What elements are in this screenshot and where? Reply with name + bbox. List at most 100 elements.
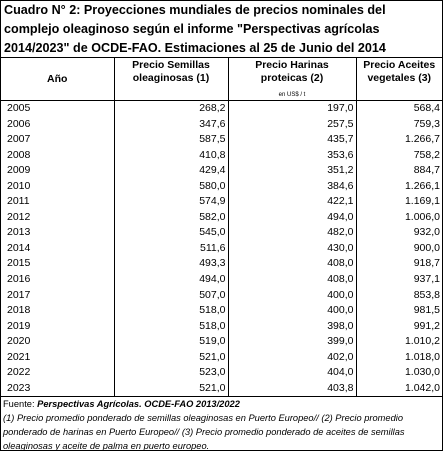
- value-cell: 507,0: [114, 287, 229, 304]
- value-cell: 580,0: [114, 178, 229, 195]
- value-cell: 1.006,0: [404, 210, 440, 223]
- year-cell: 2008: [1, 147, 115, 164]
- data-row: 2012 582,0 494,0 1.006,0: [1, 209, 442, 226]
- year-cell: 2022: [1, 365, 115, 381]
- value-cell: 1.169,1: [404, 195, 440, 208]
- source-label: Fuente:: [3, 399, 35, 410]
- data-row: 2014 511,6 430,0 900,0: [1, 240, 442, 257]
- value-cell: 400,0: [228, 303, 357, 319]
- value-cell: 353,6: [228, 147, 357, 164]
- value-cell: 853,8: [413, 288, 440, 301]
- value-cell: 545,0: [114, 225, 229, 241]
- header-row: Año Precio Semillas oleaginosas (1) Prec…: [1, 58, 442, 101]
- year-cell: 2005: [1, 100, 115, 117]
- value-cell: 399,0: [228, 334, 357, 350]
- year-cell: 2006: [1, 116, 115, 133]
- value-cell: 1.030,0: [404, 366, 440, 379]
- value-cell: 482,0: [228, 225, 357, 241]
- table: Año Precio Semillas oleaginosas (1) Prec…: [1, 58, 442, 397]
- value-cell: 494,0: [228, 209, 357, 226]
- data-row: 2018 518,0 400,0 981,5: [1, 303, 442, 319]
- value-cell: 932,0: [413, 226, 440, 239]
- notes: (1) Precio promedio ponderado de semilla…: [3, 413, 405, 451]
- year-cell: 2020: [1, 334, 115, 350]
- value-cell: 403,8: [228, 380, 357, 397]
- value-cell: 587,5: [114, 132, 229, 148]
- year-cell: 2012: [1, 209, 115, 226]
- value-cell: 574,9: [114, 194, 229, 210]
- value-cell: 1.266,1: [404, 179, 440, 192]
- value-cell: 494,0: [114, 272, 229, 288]
- value-cell: 981,5: [413, 304, 440, 317]
- value-cell: 398,0: [228, 318, 357, 335]
- year-cell: 2015: [1, 256, 115, 273]
- year-cell: 2023: [1, 380, 115, 397]
- value-cell: 884,7: [413, 164, 440, 177]
- value-cell: 268,2: [114, 100, 229, 117]
- data-row: 2022 523,0 404,0 1.030,0: [1, 365, 442, 381]
- source: Perspectivas Agrícolas. OCDE-FAO 2013/20…: [37, 399, 240, 410]
- data-row: 2006 347,6 257,5 759,3: [1, 116, 442, 133]
- year-cell: 2011: [1, 194, 115, 210]
- data-row: 2021 521,0 402,0 1.018,0: [1, 349, 442, 366]
- value-cell: 1.042,0: [404, 381, 440, 394]
- title-line: Cuadro N° 2: Proyecciones mundiales de p…: [4, 3, 386, 17]
- year-cell: 2021: [1, 349, 115, 366]
- title-line: complejo oleaginoso según el informe "Pe…: [4, 22, 380, 36]
- year-cell: 2014: [1, 240, 115, 257]
- unit-empty: [114, 89, 229, 101]
- value-cell: 521,0: [114, 349, 229, 366]
- value-cell: 523,0: [114, 365, 229, 381]
- value-cell: 422,1: [228, 194, 357, 210]
- value-cell: 402,0: [228, 349, 357, 366]
- value-cell: 937,1: [413, 273, 440, 286]
- data-row: 2013 545,0 482,0 932,0: [1, 225, 442, 241]
- data-row: 2015 493,3 408,0 918,7: [1, 256, 442, 273]
- value-cell: 900,0: [413, 241, 440, 254]
- data-row: 2020 519,0 399,0 1.010,2: [1, 334, 442, 350]
- value-cell: 518,0: [114, 318, 229, 335]
- year-cell: 2019: [1, 318, 115, 335]
- value-cell: 582,0: [114, 209, 229, 226]
- title-line: 2014/2023" de OCDE-FAO. Estimaciones al …: [4, 41, 386, 55]
- year-cell: 2017: [1, 287, 115, 304]
- value-cell: 435,7: [228, 132, 357, 148]
- value-cell: 918,7: [413, 257, 440, 270]
- value-cell: 429,4: [114, 163, 229, 179]
- data-row: 2019 518,0 398,0 991,2: [1, 318, 442, 335]
- header-cell: Precio Semillas oleaginosas (1): [114, 58, 229, 89]
- value-cell: 511,6: [114, 240, 229, 257]
- value-cell: 257,5: [228, 116, 357, 133]
- footer: Fuente: Perspectivas Agrícolas. OCDE-FAO…: [1, 396, 442, 451]
- source-line: Fuente: Perspectivas Agrícolas. OCDE-FAO…: [3, 397, 442, 411]
- unit-row: en US$ / t: [1, 89, 442, 101]
- table-body: 2005 268,2 197,0 568,4 2006 347,6 257,5 759,3 20…: [1, 100, 442, 397]
- value-cell: 1.018,0: [404, 350, 440, 363]
- value-cell: 758,2: [413, 148, 440, 161]
- header-cell: Precio Harinas proteicas (2): [228, 58, 357, 89]
- data-row: 2017 507,0 400,0 853,8: [1, 287, 442, 304]
- value-cell: 430,0: [228, 240, 357, 257]
- year-cell: 2013: [1, 225, 115, 241]
- data-row: 2009 429,4 351,2 884,7: [1, 163, 442, 179]
- value-cell: 1.266,7: [404, 133, 440, 146]
- data-row: 2023 521,0 403,8 1.042,0: [1, 380, 442, 397]
- year-cell: 2016: [1, 272, 115, 288]
- value-cell: 347,6: [114, 116, 229, 133]
- value-cell: 493,3: [114, 256, 229, 273]
- value-cell: 521,0: [114, 380, 229, 397]
- value-cell: 197,0: [228, 100, 357, 117]
- unit: en US$ / t: [228, 89, 357, 101]
- value-cell: 408,0: [228, 256, 357, 273]
- value-cell: 568,4: [413, 102, 440, 114]
- data-row: 2008 410,8 353,6 758,2: [1, 147, 442, 164]
- value-cell: 410,8: [114, 147, 229, 164]
- unit-empty: [356, 89, 442, 101]
- title: Cuadro N° 2: Proyecciones mundiales de p…: [1, 1, 442, 58]
- value-cell: 351,2: [228, 163, 357, 179]
- data-row: 2010 580,0 384,6 1.266,1: [1, 178, 442, 195]
- data-row: 2005 268,2 197,0 568,4: [1, 100, 442, 117]
- value-cell: 991,2: [413, 319, 440, 332]
- value-cell: 759,3: [413, 117, 440, 130]
